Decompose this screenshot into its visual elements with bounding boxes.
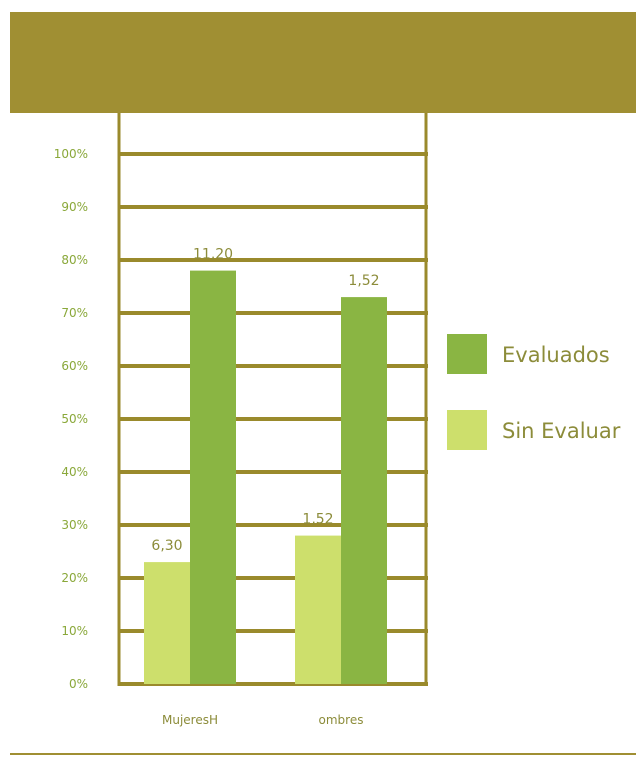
bar bbox=[144, 562, 190, 684]
y-tick-label: 30% bbox=[61, 518, 88, 532]
data-label: 11,20 bbox=[193, 247, 233, 263]
category-label: ombres bbox=[319, 713, 364, 727]
gridline bbox=[117, 311, 428, 315]
bar bbox=[295, 535, 341, 684]
gridline bbox=[117, 417, 428, 421]
gridline bbox=[117, 576, 428, 580]
gridline bbox=[117, 152, 428, 156]
y-tick-label: 90% bbox=[61, 200, 88, 214]
gridline bbox=[117, 523, 428, 527]
category-label: MujeresH bbox=[162, 713, 218, 727]
gridline bbox=[117, 258, 428, 262]
gridline bbox=[117, 629, 428, 633]
header-band bbox=[10, 12, 636, 113]
data-label: 6,30 bbox=[151, 538, 182, 554]
footer-rule bbox=[10, 753, 636, 755]
y-tick-label: 50% bbox=[61, 412, 88, 426]
legend-label: Evaluados bbox=[502, 343, 610, 367]
gridline bbox=[117, 364, 428, 368]
gridline bbox=[117, 205, 428, 209]
y-tick-label: 40% bbox=[61, 465, 88, 479]
y-tick-label: 100% bbox=[54, 147, 88, 161]
data-label: 1,52 bbox=[302, 512, 333, 528]
legend-label: Sin Evaluar bbox=[502, 419, 621, 443]
gridline bbox=[117, 470, 428, 474]
frame-left bbox=[117, 113, 121, 686]
bar bbox=[190, 270, 236, 684]
y-tick-label: 20% bbox=[61, 571, 88, 585]
frame-right bbox=[424, 113, 428, 686]
gridline bbox=[117, 682, 428, 686]
y-tick-label: 70% bbox=[61, 306, 88, 320]
y-tick-label: 80% bbox=[61, 253, 88, 267]
y-tick-label: 10% bbox=[61, 624, 88, 638]
y-tick-label: 0% bbox=[69, 677, 88, 691]
legend-swatch bbox=[447, 410, 487, 450]
data-label: 1,52 bbox=[348, 273, 379, 289]
bar bbox=[341, 297, 387, 684]
y-tick-label: 60% bbox=[61, 359, 88, 373]
legend-swatch bbox=[447, 334, 487, 374]
